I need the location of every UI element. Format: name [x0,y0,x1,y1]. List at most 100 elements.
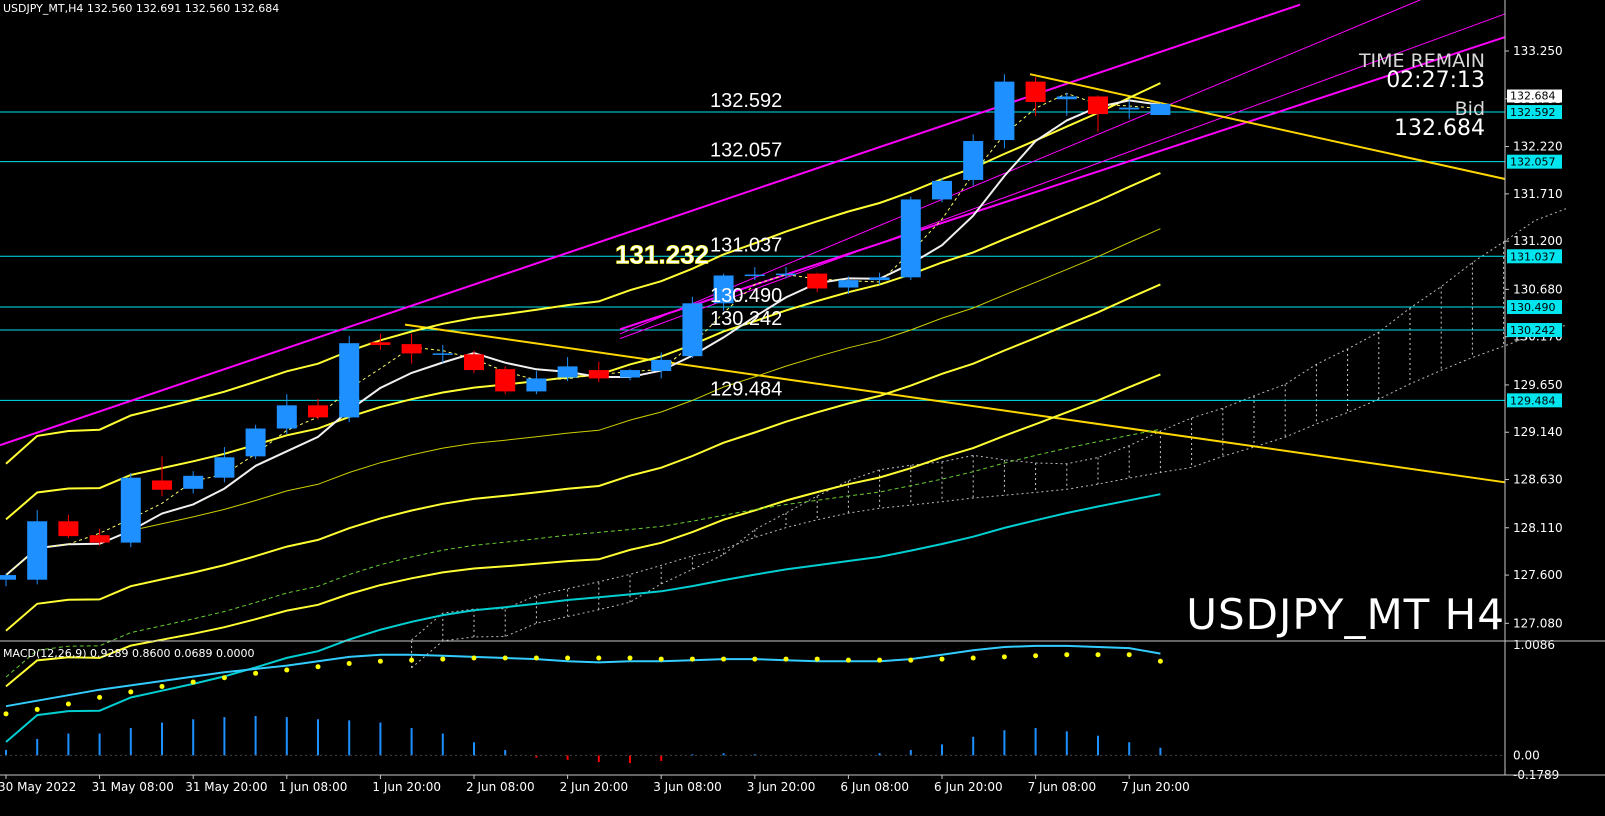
candle-body [339,343,360,418]
candle-body [588,370,609,379]
annotation-label: 131.232 [615,240,709,270]
time-tick-label: 7 Jun 20:00 [1121,780,1190,794]
candle-body [807,273,828,289]
candle-body [682,303,703,357]
price-tick-label: 127.600 [1513,568,1563,582]
symbol-watermark: USDJPY_MT H4 [1186,590,1505,639]
horizontal-levels [0,111,1505,401]
candle-body [869,277,890,281]
macd-signal-dot [908,657,914,663]
time-tick-label: 31 May 20:00 [185,780,267,794]
bid-label: Bid [1454,98,1485,120]
price-tick-label: 131.710 [1513,187,1563,201]
candle-body [620,370,640,378]
macd-signal-dot [1157,658,1163,664]
macd-signal-dot [1033,653,1039,659]
level-price-tag-text: 130.490 [1510,301,1556,314]
time-remain-label: TIME REMAIN [1358,50,1485,72]
level-price-tag-text: 129.484 [1510,394,1556,407]
candle-body [1025,81,1046,103]
time-tick-label: 6 Jun 20:00 [934,780,1003,794]
macd-signal-dot [502,655,508,661]
macd-header: MACD(12,26,9) 0.9289 0.8600 0.0689 0.000… [3,647,255,660]
macd-signal-dot [565,655,571,661]
macd-signal-dot [939,656,945,662]
macd-tick-label: 1.0086 [1513,638,1555,652]
macd-signal-dot [65,701,71,707]
ma-fast [5,99,1161,576]
candle-body [994,81,1015,141]
price-tick-label: 132.220 [1513,140,1563,154]
candle-body [432,353,453,355]
candle-body [27,521,48,580]
candle-body [89,535,110,543]
candle-body [776,273,796,276]
cloud-span-b [411,324,1567,641]
macd-signal-dot [814,656,820,662]
macd-signal-dot [658,656,664,662]
macd-signal-dot [221,675,227,681]
macd-signal-dot [1001,654,1007,660]
current-price-text: 132.684 [1510,90,1556,103]
channel-mid [619,0,1421,335]
macd-signal-dot [128,689,134,695]
price-tick-label: 130.680 [1513,282,1563,296]
band-lower-2 [5,373,1161,688]
macd-signal-dot [752,656,758,662]
price-axis: 133.250132.735132.220131.710131.200130.6… [1505,44,1563,630]
time-tick-label: 1 Jun 20:00 [372,780,441,794]
channel-lower [619,36,1506,331]
trendline-down-2 [1029,73,1506,180]
ma-slow-dashed [5,428,1161,678]
time-tick-label: 2 Jun 20:00 [560,780,629,794]
candle-body [1088,96,1108,115]
level-price-tag [1507,105,1562,120]
cloud-span-a [411,208,1567,669]
macd-signal-dot [159,683,165,689]
macd-signal-dot [627,655,633,661]
level-label: 132.057 [710,140,782,162]
macd-signal-dot [689,656,695,662]
band-middle [5,228,1161,576]
time-tick-label: 2 Jun 08:00 [466,780,535,794]
macd-signal-dot [346,660,352,666]
macd-signal-dot [1126,652,1132,658]
macd-signal-dot [97,694,103,700]
candle-body [963,140,984,180]
macd-signal-dot [1095,652,1101,658]
level-price-tag [1507,393,1562,408]
price-tick-label: 129.140 [1513,425,1563,439]
price-tick-label: 127.080 [1513,616,1563,630]
macd-signal-dot [190,679,196,685]
macd-signal-dot [877,657,883,663]
level-price-tag-text: 132.057 [1510,156,1556,169]
price-tick-label: 128.630 [1513,473,1563,487]
level-label: 130.242 [710,308,782,330]
level-labels: 132.592 132.592 132.057 132.057 131.037 131.0… [615,90,1562,408]
candle-body [0,575,16,580]
level-label: 132.592 [710,90,782,112]
candle-body [1056,96,1077,100]
level-price-tag-text: 132.592 [1510,106,1556,119]
candle-body [1119,107,1140,110]
price-tick-label: 131.200 [1513,234,1563,248]
macd-signal-dot [845,657,851,663]
level-label: 130.490 [710,285,782,307]
ichimoku-cloud [411,208,1567,669]
macd-signal-dot [1064,652,1070,658]
macd-signal-dot [253,670,259,676]
kijun-line [5,493,1161,743]
candle-body [838,280,859,288]
band-lower-1 [5,283,1161,632]
macd-signal-dot [440,656,446,662]
time-remain-value: 02:27:13 [1386,68,1485,93]
candle-body [370,342,391,346]
candle-body [900,199,921,278]
price-tick-label: 129.650 [1513,378,1563,392]
macd-signal-dot [284,667,290,673]
level-price-tag [1507,154,1562,169]
candle-body [245,428,266,457]
time-tick-label: 6 Jun 08:00 [840,780,909,794]
